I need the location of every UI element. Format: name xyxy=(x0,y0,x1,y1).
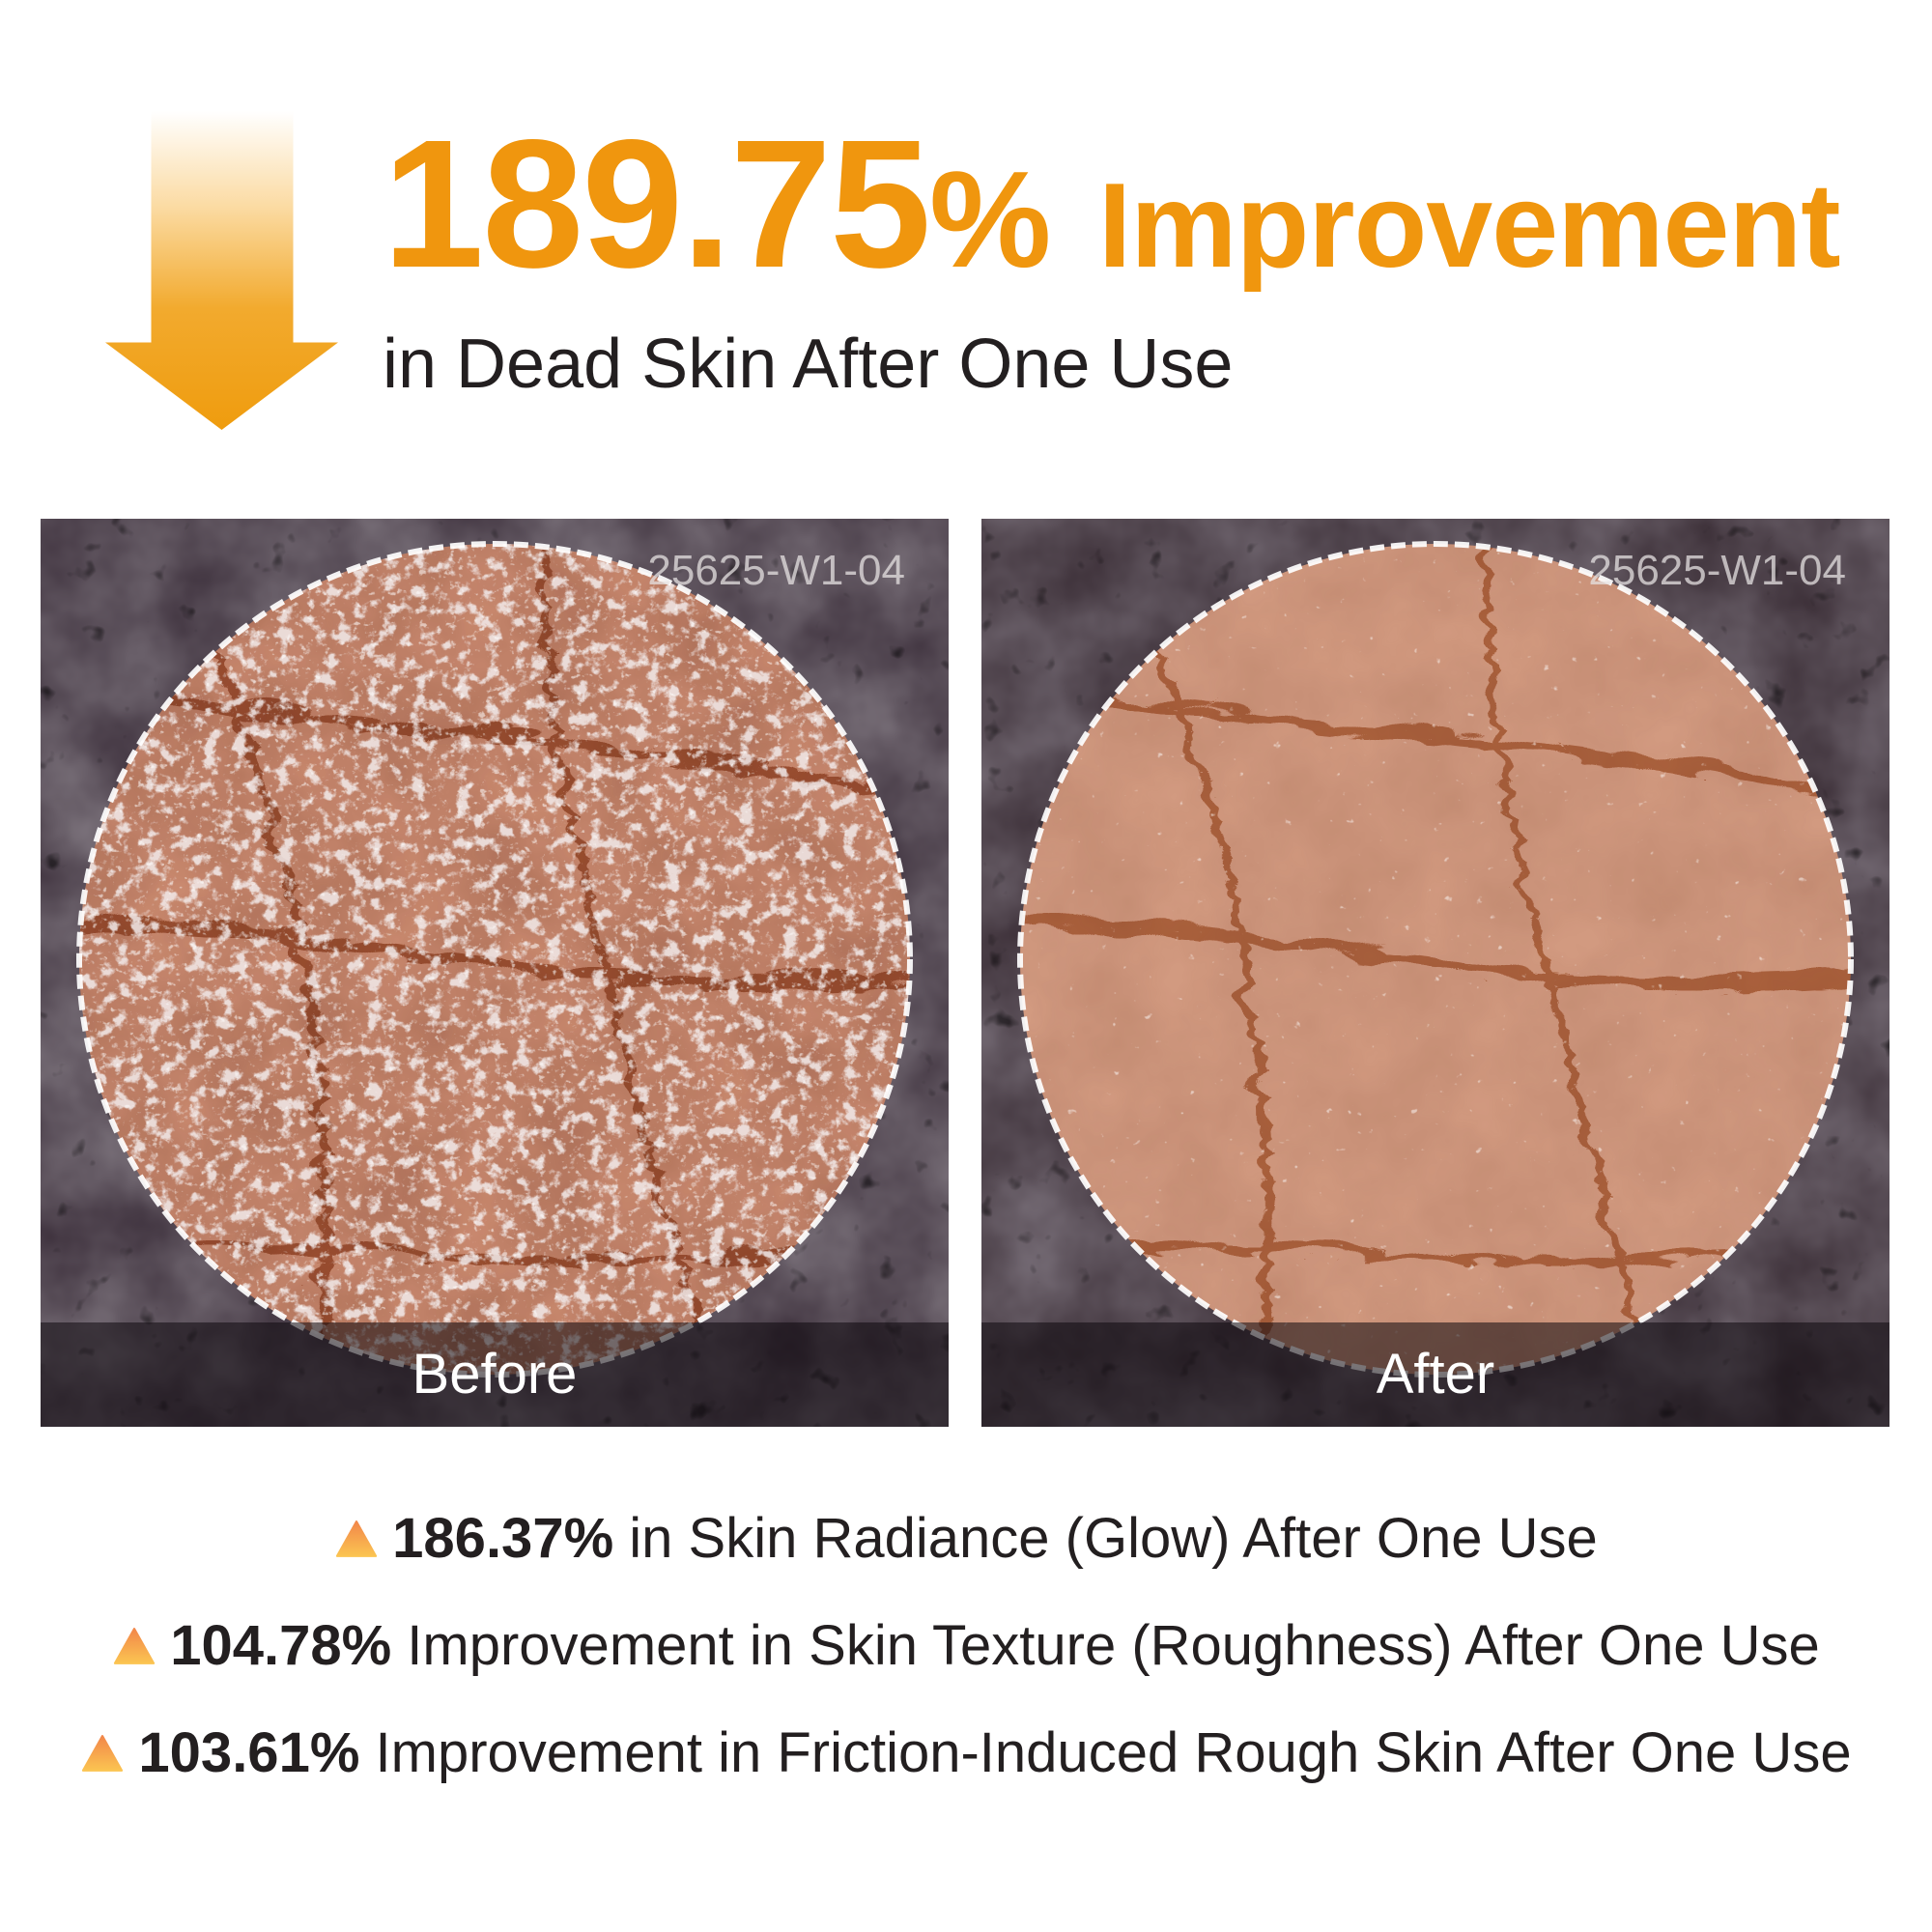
svg-text:Before: Before xyxy=(412,1343,578,1406)
svg-text:25625-W1-04: 25625-W1-04 xyxy=(1588,547,1846,594)
svg-text:After: After xyxy=(1377,1343,1495,1406)
svg-text:25625-W1-04: 25625-W1-04 xyxy=(647,547,905,594)
